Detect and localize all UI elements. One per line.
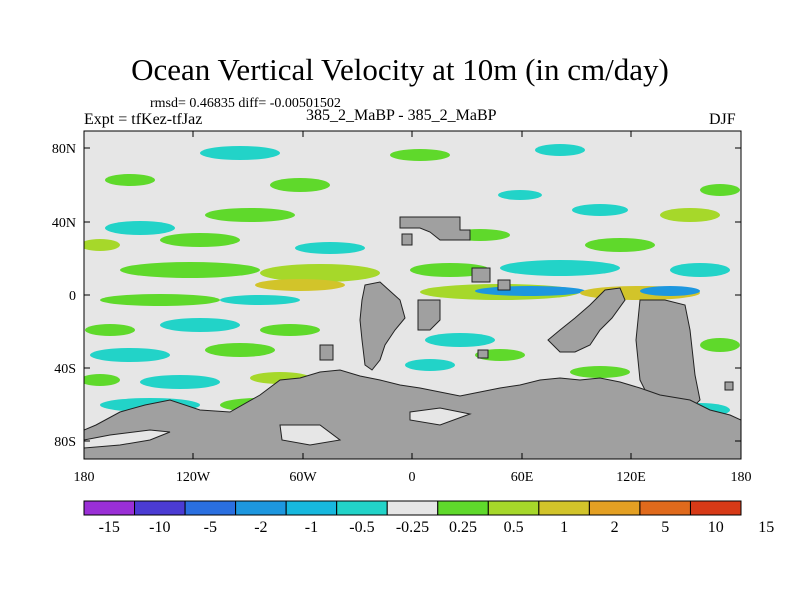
velocity-field — [84, 144, 741, 459]
lat-tick-label: 80N — [52, 142, 76, 157]
colorbar-swatch — [689, 500, 742, 516]
latitude-axis — [84, 147, 741, 442]
lat-tick-label: 40S — [54, 362, 76, 377]
difference-label: 385_2_MaBP - 385_2_MaBP — [306, 107, 497, 124]
colorbar-label: -0.5 — [349, 519, 374, 536]
colorbar-swatch — [235, 500, 287, 516]
colorbar-swatch — [487, 500, 540, 516]
lon-tick-label: 60W — [289, 470, 317, 485]
land-masses — [84, 216, 741, 459]
colorbar-label: 0.5 — [504, 519, 524, 536]
lat-tick-label: 0 — [69, 289, 76, 304]
colorbar-swatch — [184, 500, 237, 516]
colorbar-swatch — [386, 500, 439, 516]
lat-tick-label: 40N — [52, 216, 76, 231]
stats-label: rmsd= 0.46835 diff= -0.00501502 — [150, 96, 341, 111]
lat-tick-label: 80S — [54, 435, 76, 450]
colorbar-label: 0.25 — [449, 519, 477, 536]
lon-tick-label: 120W — [176, 470, 211, 485]
lon-tick-label: 180 — [731, 470, 752, 485]
colorbar-label: 5 — [661, 519, 669, 536]
colorbar-label: -1 — [305, 519, 318, 536]
colorbar-label: 1 — [560, 519, 568, 536]
colorbar-label: -10 — [149, 519, 170, 536]
colorbar-label: 15 — [758, 519, 774, 536]
colorbar-label: -15 — [99, 519, 120, 536]
colorbar-swatch — [83, 500, 136, 516]
lon-tick-label: 180 — [74, 470, 95, 485]
lon-tick-label: 60E — [511, 470, 534, 485]
colorbar-label: -2 — [254, 519, 267, 536]
colorbar-swatch — [336, 500, 388, 516]
lon-tick-label: 0 — [409, 470, 416, 485]
colorbar-swatch — [588, 500, 641, 516]
colorbar-swatch — [538, 500, 590, 516]
colorbar-swatch — [639, 500, 691, 516]
colorbar-swatch — [134, 500, 186, 516]
colorbar-label: -5 — [204, 519, 217, 536]
colorbar: -15 -10 -5 -2 -1 -0.5 -0.25 0.25 0.5 1 2 5 10 15 — [83, 500, 774, 536]
experiment-label: Expt = tfKez-tfJaz — [84, 111, 203, 128]
colorbar-label: 10 — [708, 519, 724, 536]
colorbar-swatch — [437, 500, 489, 516]
season-label: DJF — [709, 111, 736, 128]
longitude-axis — [83, 131, 742, 459]
colorbar-label: 2 — [611, 519, 619, 536]
colorbar-swatch — [285, 500, 338, 516]
colorbar-label: -0.25 — [396, 519, 429, 536]
map-title: Ocean Vertical Velocity at 10m (in cm/da… — [131, 52, 669, 87]
lon-tick-label: 120E — [616, 470, 646, 485]
